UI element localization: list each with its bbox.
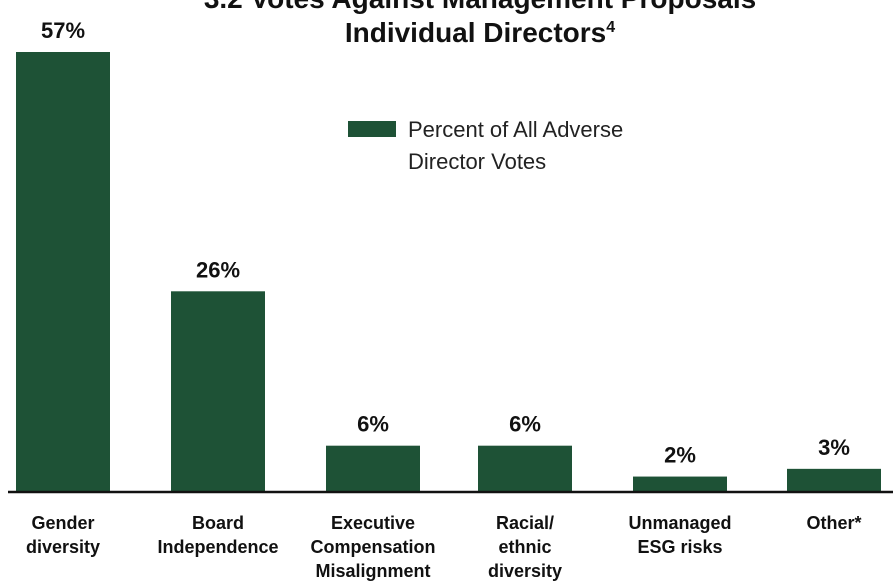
category-label-line: Racial/ xyxy=(496,513,554,533)
bar-executive-compensation xyxy=(326,445,420,492)
category-label-line: Other* xyxy=(806,513,861,533)
legend-swatch xyxy=(348,121,396,137)
chart-title-line-2: Individual Directors4 xyxy=(345,17,615,48)
category-label-line: diversity xyxy=(26,537,100,557)
value-label-racial-ethnic-diversity: 6% xyxy=(509,412,541,437)
category-label-line: Misalignment xyxy=(315,561,430,581)
chart-title: 3.2 Votes Against Management Proposals I… xyxy=(204,0,756,48)
value-label-executive-compensation: 6% xyxy=(357,412,389,437)
category-label-line: Compensation xyxy=(310,537,435,557)
bar-unmanaged-esg-risks xyxy=(633,476,727,492)
legend-label-line-2: Director Votes xyxy=(408,149,546,174)
category-label-line: Independence xyxy=(157,537,278,557)
chart-title-superscript: 4 xyxy=(606,19,615,36)
category-label-executive-compensation: Executive Compensation Misalignment xyxy=(310,513,435,581)
category-label-line: Unmanaged xyxy=(628,513,731,533)
category-label-line: ethnic xyxy=(498,537,551,557)
bar-other xyxy=(787,468,881,492)
value-label-unmanaged-esg-risks: 2% xyxy=(664,443,696,468)
legend-label-line-1: Percent of All Adverse xyxy=(408,117,623,142)
legend: Percent of All Adverse Director Votes xyxy=(348,117,623,174)
value-label-gender-diversity: 57% xyxy=(41,18,85,43)
category-label-line: Executive xyxy=(331,513,415,533)
category-label-unmanaged-esg-risks: Unmanaged ESG risks xyxy=(628,513,731,557)
category-label-line: Board xyxy=(192,513,244,533)
value-label-other: 3% xyxy=(818,435,850,460)
bar-racial-ethnic-diversity xyxy=(478,445,572,492)
bars xyxy=(16,52,881,492)
bar-board-independence xyxy=(171,291,265,492)
chart-title-line-1: 3.2 Votes Against Management Proposals xyxy=(204,0,756,14)
category-label-board-independence: Board Independence xyxy=(157,513,278,557)
category-label-racial-ethnic-diversity: Racial/ethnic diversity xyxy=(488,513,562,581)
bar-gender-diversity xyxy=(16,52,110,492)
chart-title-line-2-text: Individual Directors xyxy=(345,17,606,48)
value-labels: 57% 26% 6% 6% 2% 3% xyxy=(41,18,850,468)
value-label-board-independence: 26% xyxy=(196,257,240,282)
category-label-line: ESG risks xyxy=(637,537,722,557)
category-label-other: Other* xyxy=(806,513,861,533)
category-label-line: Gender xyxy=(31,513,94,533)
category-labels: Gender diversity Board Independence Executiv… xyxy=(26,513,862,581)
category-label-gender-diversity: Gender diversity xyxy=(26,513,100,557)
category-label-line: diversity xyxy=(488,561,562,581)
